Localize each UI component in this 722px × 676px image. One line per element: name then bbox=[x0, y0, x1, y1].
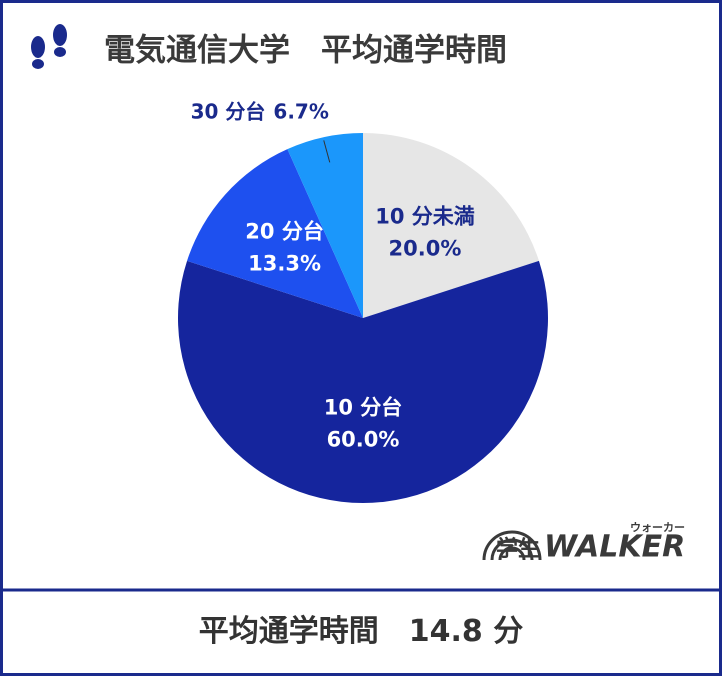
footer: 平均通学時間 14.8 分 bbox=[199, 614, 523, 649]
footer-value: 14.8 分 bbox=[409, 614, 523, 649]
logo-brand: WALKER bbox=[544, 530, 685, 565]
category-label: 20 分台 bbox=[245, 220, 324, 244]
category-label: 10 分未満 bbox=[375, 205, 475, 229]
slice-label: 30 分台 6.7% bbox=[191, 99, 329, 123]
leader-line bbox=[323, 140, 331, 163]
logo-reading: ウォーカー bbox=[630, 521, 685, 534]
logo-text: 学生 bbox=[496, 536, 540, 562]
pie-slice bbox=[287, 133, 363, 318]
logo: 学生 WALKER ウォーカー bbox=[482, 521, 685, 565]
footer-label: 平均通学時間 bbox=[199, 614, 379, 649]
value-label: 6.7% bbox=[273, 99, 328, 123]
value-label: 60.0% bbox=[327, 427, 400, 451]
value-label: 13.3% bbox=[248, 252, 321, 276]
footprints-icon bbox=[31, 24, 67, 69]
pie-slice bbox=[363, 133, 539, 318]
pie-slice bbox=[178, 260, 548, 503]
pie-slice bbox=[187, 149, 363, 318]
chart-title: 電気通信大学 平均通学時間 bbox=[104, 33, 507, 69]
category-label: 30 分台 bbox=[191, 99, 266, 123]
value-label: 20.0% bbox=[389, 237, 462, 261]
category-label: 10 分台 bbox=[324, 395, 403, 419]
